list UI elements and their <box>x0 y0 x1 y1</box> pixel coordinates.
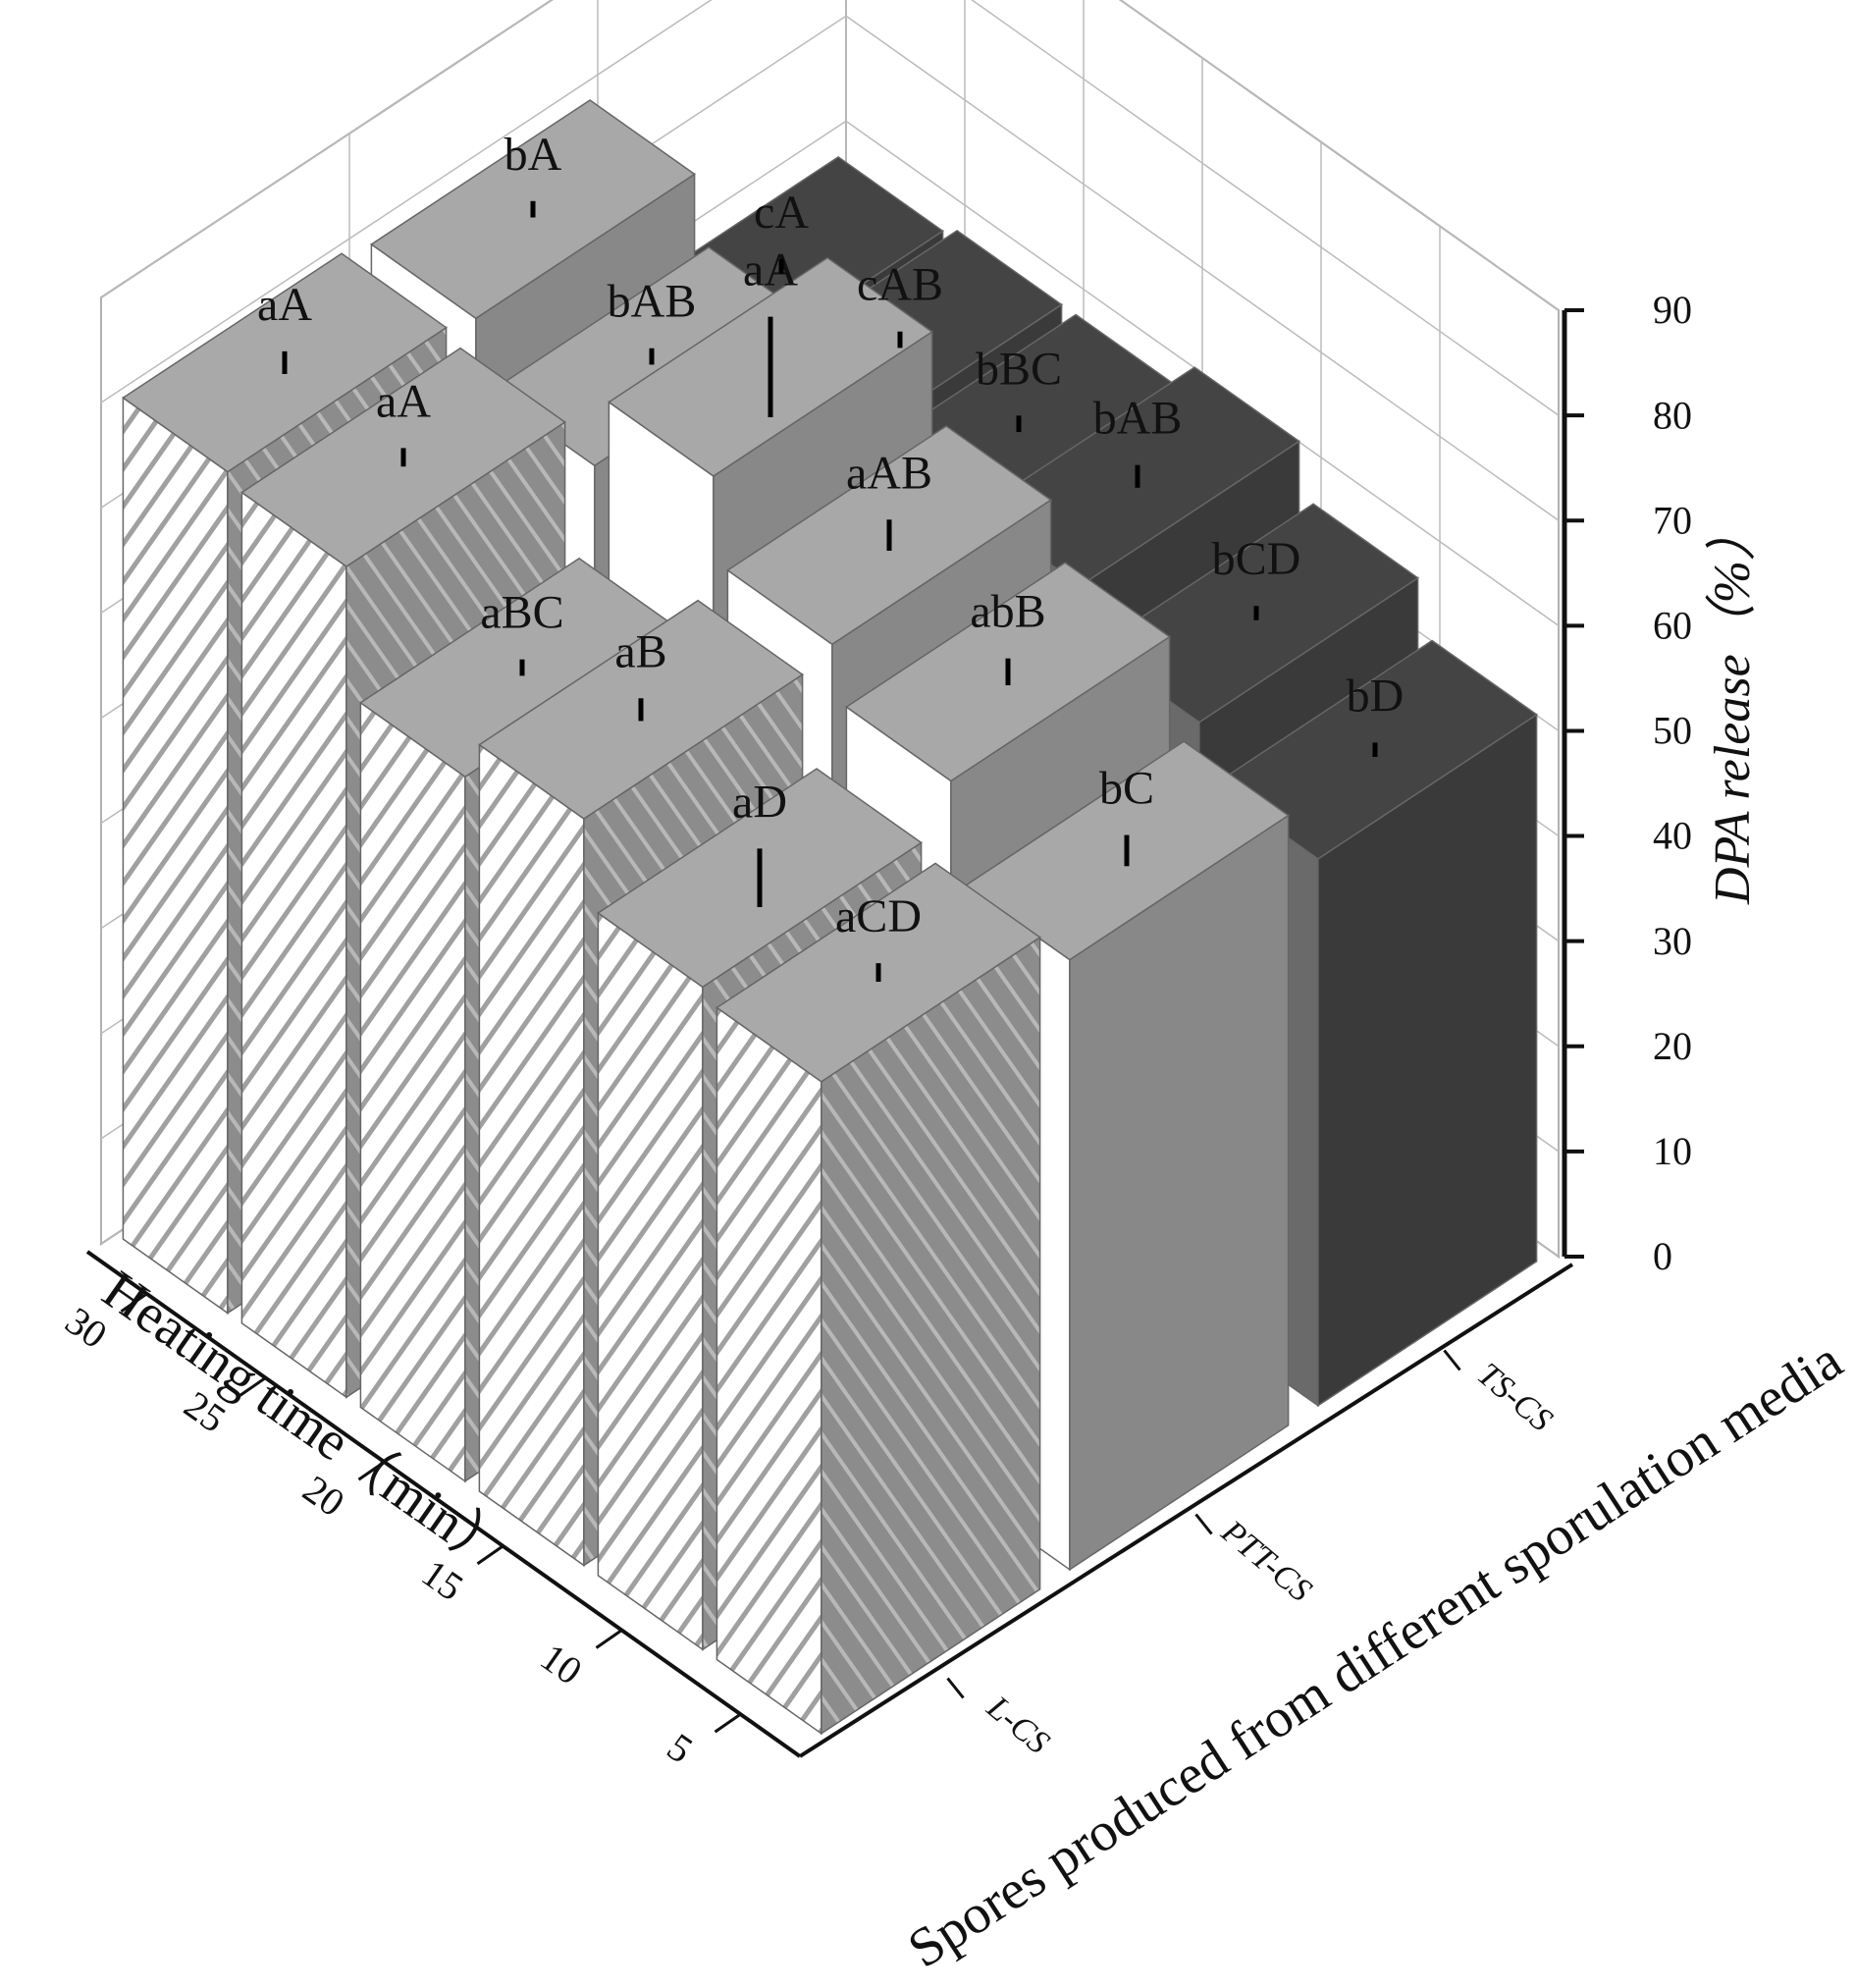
bar-left-face <box>598 913 703 1649</box>
significance-label: aB <box>614 625 666 677</box>
significance-label: bAB <box>1093 393 1183 445</box>
category-tick-label: TS-CS <box>1470 1356 1559 1438</box>
y-tick-label: 80 <box>1653 393 1692 437</box>
bar <box>716 863 1039 1733</box>
y-tick-label: 50 <box>1653 709 1692 753</box>
x-tick-label: 10 <box>533 1635 591 1693</box>
significance-label: abB <box>970 586 1045 638</box>
significance-label: aA <box>376 375 431 427</box>
significance-label: aD <box>732 776 787 828</box>
bar-left-face <box>123 398 227 1313</box>
x-tick <box>597 1631 622 1648</box>
significance-label: bBC <box>976 343 1062 395</box>
significance-label: bA <box>504 129 562 181</box>
significance-label: aA <box>257 279 312 331</box>
y-tick-label: 20 <box>1653 1024 1692 1068</box>
category-tick-label: L-CS <box>980 1689 1056 1761</box>
x-tick-label: 5 <box>660 1724 701 1771</box>
significance-label: bAB <box>608 276 697 328</box>
category-tick <box>948 1679 964 1698</box>
y-tick-label: 10 <box>1653 1129 1692 1173</box>
category-tick-label: PTT-CS <box>1214 1513 1319 1609</box>
y-tick-label: 0 <box>1653 1234 1672 1278</box>
bar-left-face <box>716 1007 822 1733</box>
significance-label: aAB <box>846 447 932 499</box>
x-tick <box>716 1714 741 1732</box>
y-tick-label: 30 <box>1653 919 1692 963</box>
y-tick-label: 90 <box>1653 288 1692 332</box>
y-axis-title: DPA release（%） <box>1705 510 1761 905</box>
significance-label: cA <box>754 187 809 239</box>
significance-label: cAB <box>857 259 943 311</box>
significance-label: aBC <box>480 587 563 639</box>
y-tick-label: 70 <box>1653 498 1692 542</box>
y-tick-label: 60 <box>1653 604 1692 648</box>
significance-label: aCD <box>835 890 922 942</box>
bar-left-face <box>479 745 584 1566</box>
bar-left-face <box>360 703 465 1481</box>
significance-label: bD <box>1347 670 1404 722</box>
category-tick <box>1196 1515 1212 1534</box>
y-tick-label: 40 <box>1653 814 1692 858</box>
bar-left-face <box>241 493 346 1398</box>
significance-label: bCD <box>1212 533 1301 585</box>
significance-label: bC <box>1099 763 1154 815</box>
category-tick <box>1445 1351 1460 1370</box>
significance-label: aA <box>743 244 798 296</box>
